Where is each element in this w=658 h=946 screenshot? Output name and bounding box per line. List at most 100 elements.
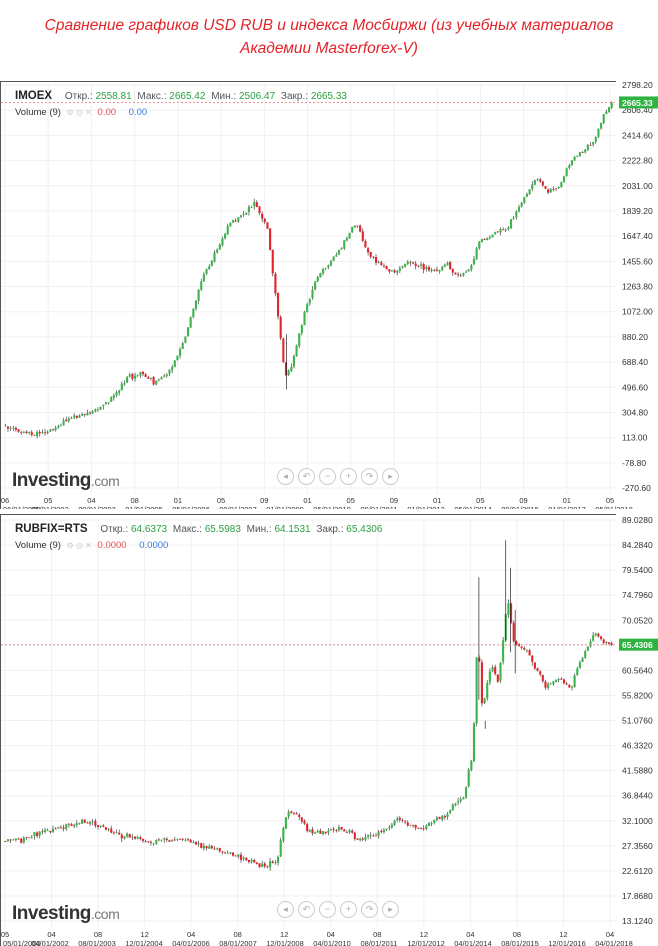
candle-body <box>459 799 462 802</box>
candle <box>605 641 608 645</box>
undo-button[interactable]: ↶ <box>298 468 315 485</box>
candle-body <box>443 264 446 267</box>
candle <box>136 374 139 377</box>
investing-logo: Investing.com <box>12 903 120 924</box>
candle <box>586 143 589 152</box>
candle-body <box>144 841 147 842</box>
candle-body <box>404 263 407 267</box>
zoom-in-button[interactable]: + <box>340 468 357 485</box>
candle-body <box>36 431 39 436</box>
redo-button[interactable]: ↷ <box>361 901 378 918</box>
candle <box>570 685 574 691</box>
candle <box>141 371 145 377</box>
candle <box>401 265 404 269</box>
candle-body <box>367 248 370 253</box>
zoom-out-button[interactable]: − <box>319 468 336 485</box>
candle-body <box>406 261 409 265</box>
scroll-right-button[interactable]: ▸ <box>382 901 399 918</box>
candle <box>525 649 529 653</box>
scroll-right-button[interactable]: ▸ <box>382 468 399 485</box>
usdrub-chart-panel[interactable]: 89.028084.284079.540074.796070.052065.30… <box>0 514 658 946</box>
candle <box>54 425 57 432</box>
redo-button[interactable]: ↷ <box>361 468 378 485</box>
candle <box>261 211 264 223</box>
candle <box>417 264 420 268</box>
candle <box>488 668 491 685</box>
candle-body <box>4 425 7 427</box>
candle <box>483 238 486 240</box>
candle <box>25 836 28 841</box>
candle <box>319 828 322 835</box>
candle <box>570 159 574 167</box>
candle <box>284 362 288 376</box>
y-tick-label: 27.3560 <box>622 841 653 851</box>
candle <box>578 151 581 157</box>
candle <box>584 649 587 659</box>
candle <box>380 828 383 834</box>
candle <box>441 265 444 272</box>
candle <box>9 426 12 432</box>
candle-body <box>515 640 518 645</box>
candle-body <box>57 826 60 829</box>
x-tick-label: 09/01/2003 <box>78 505 116 509</box>
candle-body <box>266 222 269 229</box>
scroll-left-button[interactable]: ◂ <box>277 468 294 485</box>
x-tick-label: 04/01/2010 <box>313 939 351 946</box>
candle <box>46 430 49 435</box>
candle <box>20 837 23 844</box>
imoex-chart-panel[interactable]: 2798.20 2606.40 2414.60 2222.80 2031.00 1839.… <box>0 81 658 509</box>
candle-body <box>194 300 198 309</box>
candle-body <box>279 316 282 339</box>
candle-body <box>99 825 102 827</box>
candle-body <box>364 241 367 248</box>
candle <box>367 247 370 256</box>
candle <box>356 838 359 841</box>
volume-settings-icon[interactable]: ⚙ ◎ ✕ <box>66 108 92 117</box>
candle <box>134 372 137 382</box>
scroll-left-button[interactable]: ◂ <box>277 901 294 918</box>
candle-body <box>282 828 285 841</box>
candle-body <box>192 308 195 318</box>
usdrub-high-label: Макс.: <box>172 524 202 535</box>
usdrub-chart[interactable]: 89.028084.284079.540074.796070.052065.30… <box>0 514 658 946</box>
candle <box>544 186 547 190</box>
candle <box>433 819 436 825</box>
candle <box>62 824 65 832</box>
y-tick-label: 1839.20 <box>622 206 653 216</box>
candle <box>96 824 100 830</box>
candle <box>186 837 190 842</box>
undo-button[interactable]: ↶ <box>298 901 315 918</box>
candle-body <box>509 219 513 229</box>
candle <box>173 359 176 368</box>
x-tick-label: 08 <box>373 930 381 939</box>
candle-body <box>279 840 282 857</box>
candle <box>329 259 333 267</box>
candle-body <box>239 854 243 860</box>
candle <box>398 815 401 823</box>
candle <box>112 393 115 401</box>
candle-body <box>136 837 139 839</box>
candle <box>194 841 198 845</box>
zoom-in-button[interactable]: + <box>340 901 357 918</box>
candle <box>515 210 518 220</box>
volume-settings-icon[interactable]: ⚙ ◎ ✕ <box>66 541 92 550</box>
candle-body <box>507 603 510 615</box>
candle <box>438 269 441 274</box>
imoex-chart[interactable]: 2798.20 2606.40 2414.60 2222.80 2031.00 1839.… <box>0 81 658 509</box>
candle-body <box>62 420 65 426</box>
candle <box>523 196 526 204</box>
candle-body <box>478 241 481 249</box>
candle <box>414 260 417 270</box>
candle-body <box>107 402 110 403</box>
candle-body <box>197 843 200 845</box>
candle-body <box>163 838 166 840</box>
candle-body <box>337 827 341 831</box>
candle <box>258 863 261 869</box>
candle-body <box>329 829 333 831</box>
x-tick-label: 05/01/2006 <box>172 505 210 509</box>
candle <box>327 264 330 270</box>
candle <box>20 430 23 435</box>
zoom-out-button[interactable]: − <box>319 901 336 918</box>
candle <box>491 234 494 238</box>
candle <box>210 844 213 849</box>
